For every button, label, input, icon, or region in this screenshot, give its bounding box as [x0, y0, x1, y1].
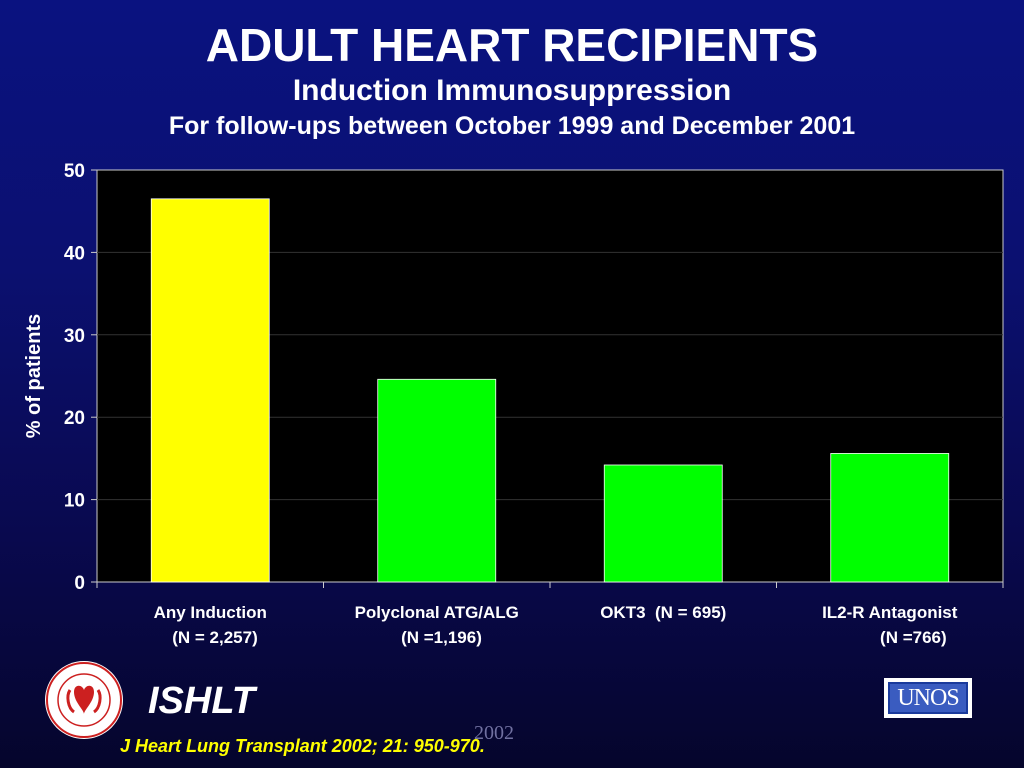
x-tick-label: IL2-R Antagonist (N =766) [822, 603, 958, 647]
x-tick-label: Polyclonal ATG/ALG (N =1,196) [354, 603, 519, 647]
y-tick-label: 50 [64, 161, 85, 182]
x-tick-label: Any Induction (N = 2,257) [153, 603, 267, 647]
y-tick-label: 0 [74, 573, 85, 594]
y-tick-label: 30 [64, 326, 85, 347]
y-tick-label: 40 [64, 243, 85, 264]
slide-title: ADULT HEART RECIPIENTS [205, 19, 819, 71]
year-watermark: 2002 [474, 722, 514, 744]
bar-3 [603, 464, 723, 583]
y-tick-label: 10 [64, 491, 85, 512]
slide-subtitle-period: For follow-ups between October 1999 and … [168, 112, 856, 140]
bar-4 [830, 453, 950, 583]
slide-subtitle: Induction Immunosuppression [292, 74, 732, 107]
bar-2 [377, 378, 497, 583]
x-tick-label: OKT3 (N = 695) [600, 603, 727, 622]
ishlt-logo [44, 660, 124, 740]
bar-chart: 0 10 20 30 40 50 % of patients [23, 161, 1004, 594]
ishlt-label: ISHLT [148, 680, 255, 722]
unos-logo: UNOS [884, 678, 972, 718]
y-tick-label: 20 [64, 408, 85, 429]
y-axis-label: % of patients [23, 314, 45, 438]
bar-1 [150, 198, 270, 583]
unos-logo-text: UNOS [888, 682, 968, 714]
citation: J Heart Lung Transplant 2002; 21: 950-97… [120, 736, 485, 756]
